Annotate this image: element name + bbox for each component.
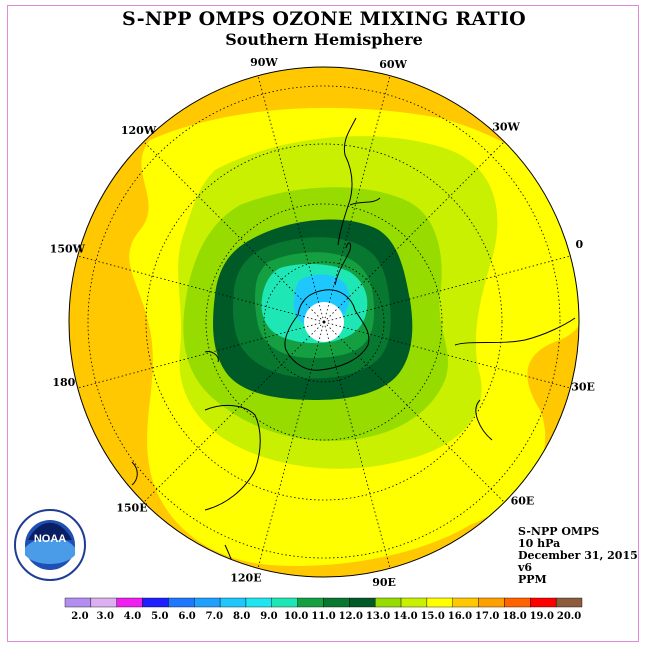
antarctic-peninsula-coast: [334, 242, 351, 286]
color-bar-label: 14.0: [393, 611, 417, 622]
color-bar-label: 8.0: [233, 611, 250, 622]
color-bar-swatch: [194, 597, 221, 608]
color-bar-swatch: [116, 597, 143, 608]
info-units: PPM: [518, 573, 547, 586]
color-bar-swatch: [452, 597, 479, 608]
color-bar-swatch: [555, 597, 583, 608]
longitude-label: 60W: [379, 58, 407, 71]
color-bar: 2.0 3.0 4.0 5.0 6.0 7.0 8.0 9.0 10.0 11.0 12.0 13.0…: [64, 597, 583, 622]
meridian-line: [323, 141, 505, 323]
longitude-label: 90W: [250, 56, 278, 69]
longitude-labels: 90W 60W 30W 0 30E 60E 90E 120E 150E 180 150W 120W: [50, 56, 595, 589]
longitude-label: 180: [52, 376, 75, 389]
color-bar-label: 7.0: [206, 611, 223, 622]
map-boundary: [68, 66, 580, 578]
color-bar-label: 12.0: [339, 611, 363, 622]
color-bar-label: 5.0: [151, 611, 168, 622]
color-bar-label: 15.0: [420, 611, 444, 622]
new-zealand-coast: [131, 351, 219, 486]
meridian-line: [143, 321, 325, 503]
meridians: [77, 75, 571, 569]
longitude-label: 150W: [50, 242, 86, 255]
color-bar-swatch: [400, 597, 428, 608]
meridian-line: [257, 75, 325, 323]
info-level: 10 hPa: [518, 537, 561, 550]
longitude-label: 30W: [492, 121, 520, 134]
meridian-line: [323, 75, 391, 323]
color-bar-label: 20.0: [557, 611, 581, 622]
color-bar-label: 2.0: [71, 611, 88, 622]
color-bar-swatch: [323, 597, 350, 608]
meridian-line: [77, 321, 325, 389]
plot-frame: [7, 5, 639, 642]
noaa-logo-text: NOAA: [34, 533, 66, 545]
color-bar-label: 3.0: [97, 611, 114, 622]
longitude-label: 30E: [571, 381, 595, 394]
longitude-label: 150E: [116, 501, 147, 514]
color-bar-swatch: [375, 597, 402, 608]
color-bar-label: 9.0: [260, 611, 277, 622]
meridian-line: [323, 321, 505, 503]
color-bar-swatch: [297, 597, 324, 608]
color-bar-label: 10.0: [284, 611, 308, 622]
meridian-line: [323, 255, 571, 323]
color-bar-swatch: [530, 597, 557, 608]
antarctica-coast: [284, 289, 370, 371]
longitude-label: 60E: [511, 495, 535, 508]
color-bar-swatch: [219, 597, 247, 608]
color-bar-swatch: [271, 597, 298, 608]
ozone-field: [69, 67, 579, 577]
longitude-label: 0: [576, 238, 584, 251]
longitude-label: 90E: [372, 576, 396, 589]
color-bar-swatch: [90, 597, 117, 608]
color-bar-swatch: [478, 597, 505, 608]
africa-coast: [454, 317, 576, 441]
color-bar-label: 6.0: [178, 611, 195, 622]
color-bar-label: 17.0: [475, 611, 499, 622]
color-bar-swatch: [64, 597, 92, 608]
map-title: S-NPP OMPS OZONE MIXING RATIO: [121, 8, 527, 30]
color-bar-swatch: [142, 597, 169, 608]
color-bar-label: 13.0: [366, 611, 390, 622]
meridian-line: [77, 255, 325, 323]
color-bar-swatch: [426, 597, 453, 608]
longitude-label: 120W: [121, 124, 157, 137]
color-bar-swatch: [349, 597, 376, 608]
map-subtitle: Southern Hemisphere: [225, 30, 423, 49]
info-version: v6: [518, 561, 533, 574]
color-bar-label: 11.0: [311, 611, 335, 622]
color-bar-swatch: [168, 597, 195, 608]
info-instrument: S-NPP OMPS: [518, 525, 600, 538]
color-bar-label: 16.0: [448, 611, 472, 622]
latitude-circles: [87, 85, 561, 559]
color-bar-label: 19.0: [530, 611, 554, 622]
info-date: December 31, 2015: [518, 549, 638, 562]
noaa-logo: NOAA: [14, 509, 86, 581]
color-bar-label: 4.0: [124, 611, 141, 622]
longitude-label: 120E: [230, 571, 261, 584]
color-bar-swatch: [245, 597, 272, 608]
south-america-coast: [337, 117, 381, 246]
meridian-line: [143, 141, 325, 323]
color-bar-label: 18.0: [502, 611, 526, 622]
meridian-line: [257, 321, 325, 569]
meridian-line: [323, 321, 571, 389]
meridian-line: [323, 321, 391, 569]
color-bar-swatch: [504, 597, 531, 608]
